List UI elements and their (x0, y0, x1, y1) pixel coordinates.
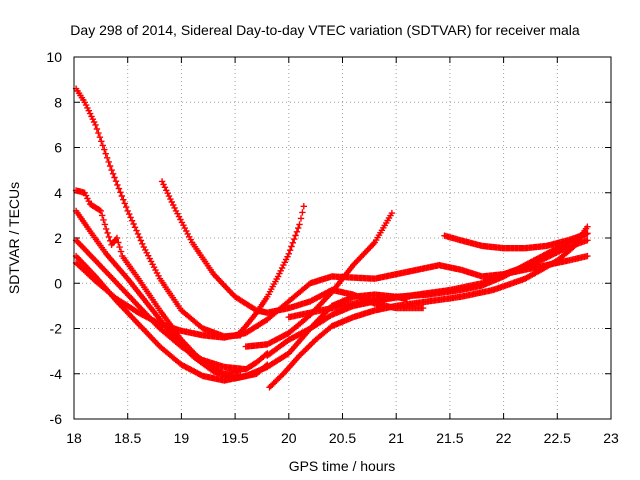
x-tick-label: 21 (388, 430, 404, 446)
grid (74, 57, 611, 419)
x-tick-label: 20.5 (329, 430, 356, 446)
series-track-6 (72, 252, 591, 341)
x-tick-label: 21.5 (436, 430, 463, 446)
y-tick-label: -2 (50, 321, 63, 337)
axis-ticks: 18 18.5 19 19.5 20 20.5 21 21.5 22 22.5 23 -6 -4 -2 0 2… (46, 49, 619, 446)
x-tick-label: 22 (496, 430, 512, 446)
data-series-group (72, 85, 591, 391)
y-tick-label: 4 (54, 185, 62, 201)
x-tick-label: 18 (66, 430, 82, 446)
y-tick-label: 8 (54, 94, 62, 110)
series-track-8 (234, 203, 307, 339)
x-tick-label: 23 (603, 430, 619, 446)
x-axis-label: GPS time / hours (289, 458, 396, 474)
y-tick-label: 6 (54, 140, 62, 156)
series-track-12 (441, 230, 591, 252)
y-axis-label: SDTVAR / TECUs (6, 182, 22, 294)
series-track-13 (285, 237, 591, 321)
series-track-1 (72, 85, 244, 340)
y-tick-label: -4 (50, 366, 63, 382)
y-tick-label: -6 (50, 411, 63, 427)
y-tick-label: 10 (46, 49, 62, 65)
y-tick-label: 0 (54, 275, 62, 291)
x-tick-label: 18.5 (114, 430, 141, 446)
plot-frame (73, 56, 612, 420)
x-tick-label: 19.5 (221, 430, 248, 446)
x-tick-label: 22.5 (544, 430, 571, 446)
chart-title: Day 298 of 2014, Sidereal Day-to-day VTE… (70, 22, 580, 38)
y-tick-label: 2 (54, 230, 62, 246)
series-track-10 (266, 223, 591, 391)
series-track-4 (72, 237, 271, 373)
x-tick-label: 20 (281, 430, 297, 446)
x-tick-label: 19 (174, 430, 190, 446)
